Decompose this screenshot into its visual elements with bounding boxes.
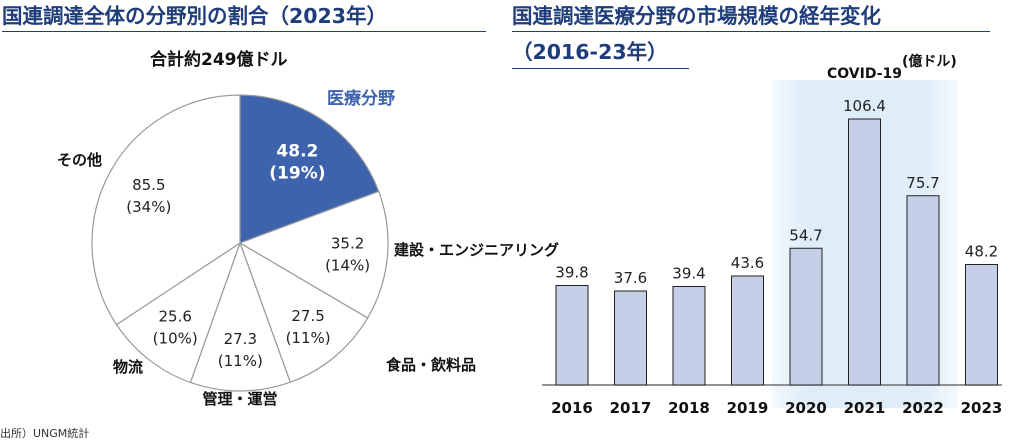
bar-2021 <box>848 118 881 386</box>
bar-category-label: 2022 <box>902 399 944 417</box>
pie-percent-label: (11%) <box>286 329 331 347</box>
pie-slice-4 <box>189 241 292 392</box>
pie-category-label: 医療分野 <box>327 88 395 109</box>
pie-value-label: 48.2 <box>276 141 318 161</box>
bar-value-label: 37.6 <box>614 269 647 287</box>
bar-value-label: 39.4 <box>672 265 705 283</box>
bar-unit-label: (億ドル) <box>902 54 957 70</box>
pie-category-label: 物流 <box>113 358 143 376</box>
pie-value-label: 85.5 <box>132 176 165 194</box>
bar-value-label: 48.2 <box>965 243 998 261</box>
pie-slice-5 <box>115 241 242 384</box>
bar-value-label: 106.4 <box>843 97 886 115</box>
pie-total-label: 合計約249億ドル <box>150 50 288 70</box>
bar-chart-title-line2: （2016-23年） <box>512 40 668 64</box>
pie-slice-6 <box>91 94 241 326</box>
bar-value-label: 54.7 <box>789 226 822 244</box>
bar-2019 <box>731 275 764 386</box>
bar-title-underline-1 <box>512 31 990 32</box>
covid-annotation-label: COVID-19 <box>827 66 902 82</box>
pie-percent-label: (11%) <box>218 352 263 370</box>
bar-value-label: 75.7 <box>906 174 939 192</box>
bar-title-underline-2 <box>512 68 689 69</box>
pie-category-label: 食品・飲料品 <box>386 356 476 374</box>
pie-chart-title: 国連調達全体の分野別の割合（2023年） <box>2 4 388 28</box>
pie-slice-1 <box>239 94 380 244</box>
pie-value-label: 27.5 <box>291 307 324 325</box>
bar-2018 <box>672 286 706 386</box>
pie-percent-label: (10%) <box>153 330 198 348</box>
pie-category-label: 建設・エンジニアリング <box>394 241 559 259</box>
pie-percent-label: (19%) <box>269 163 325 183</box>
bar-2016 <box>555 285 589 386</box>
bar-category-label: 2021 <box>844 399 886 417</box>
bar-2020 <box>789 247 823 386</box>
bar-category-label: 2016 <box>551 399 593 417</box>
bar-category-label: 2019 <box>727 399 769 417</box>
bar-value-label: 43.6 <box>731 254 764 272</box>
bar-2017 <box>614 290 647 386</box>
pie-percent-label: (14%) <box>325 257 370 275</box>
bar-category-label: 2020 <box>785 399 827 417</box>
bar-2022 <box>906 195 940 386</box>
bar-chart-title-line1: 国連調達医療分野の市場規模の経年変化 <box>512 4 881 28</box>
pie-value-label: 35.2 <box>331 235 364 253</box>
bar-category-label: 2017 <box>610 399 652 417</box>
pie-category-label: 管理・運営 <box>202 390 277 408</box>
bar-2023 <box>965 264 998 386</box>
pie-value-label: 27.3 <box>224 330 257 348</box>
bar-value-label: 39.8 <box>555 264 588 282</box>
source-note: 出所）UNGM統計 <box>0 427 90 440</box>
pie-category-label: その他 <box>57 151 102 169</box>
pie-value-label: 25.6 <box>158 308 191 326</box>
pie-title-underline <box>2 31 486 32</box>
pie-slice-3 <box>238 241 369 383</box>
bar-category-label: 2018 <box>668 399 710 417</box>
bar-category-label: 2023 <box>961 399 1003 417</box>
pie-slice-2 <box>238 190 389 319</box>
pie-percent-label: (34%) <box>126 198 171 216</box>
